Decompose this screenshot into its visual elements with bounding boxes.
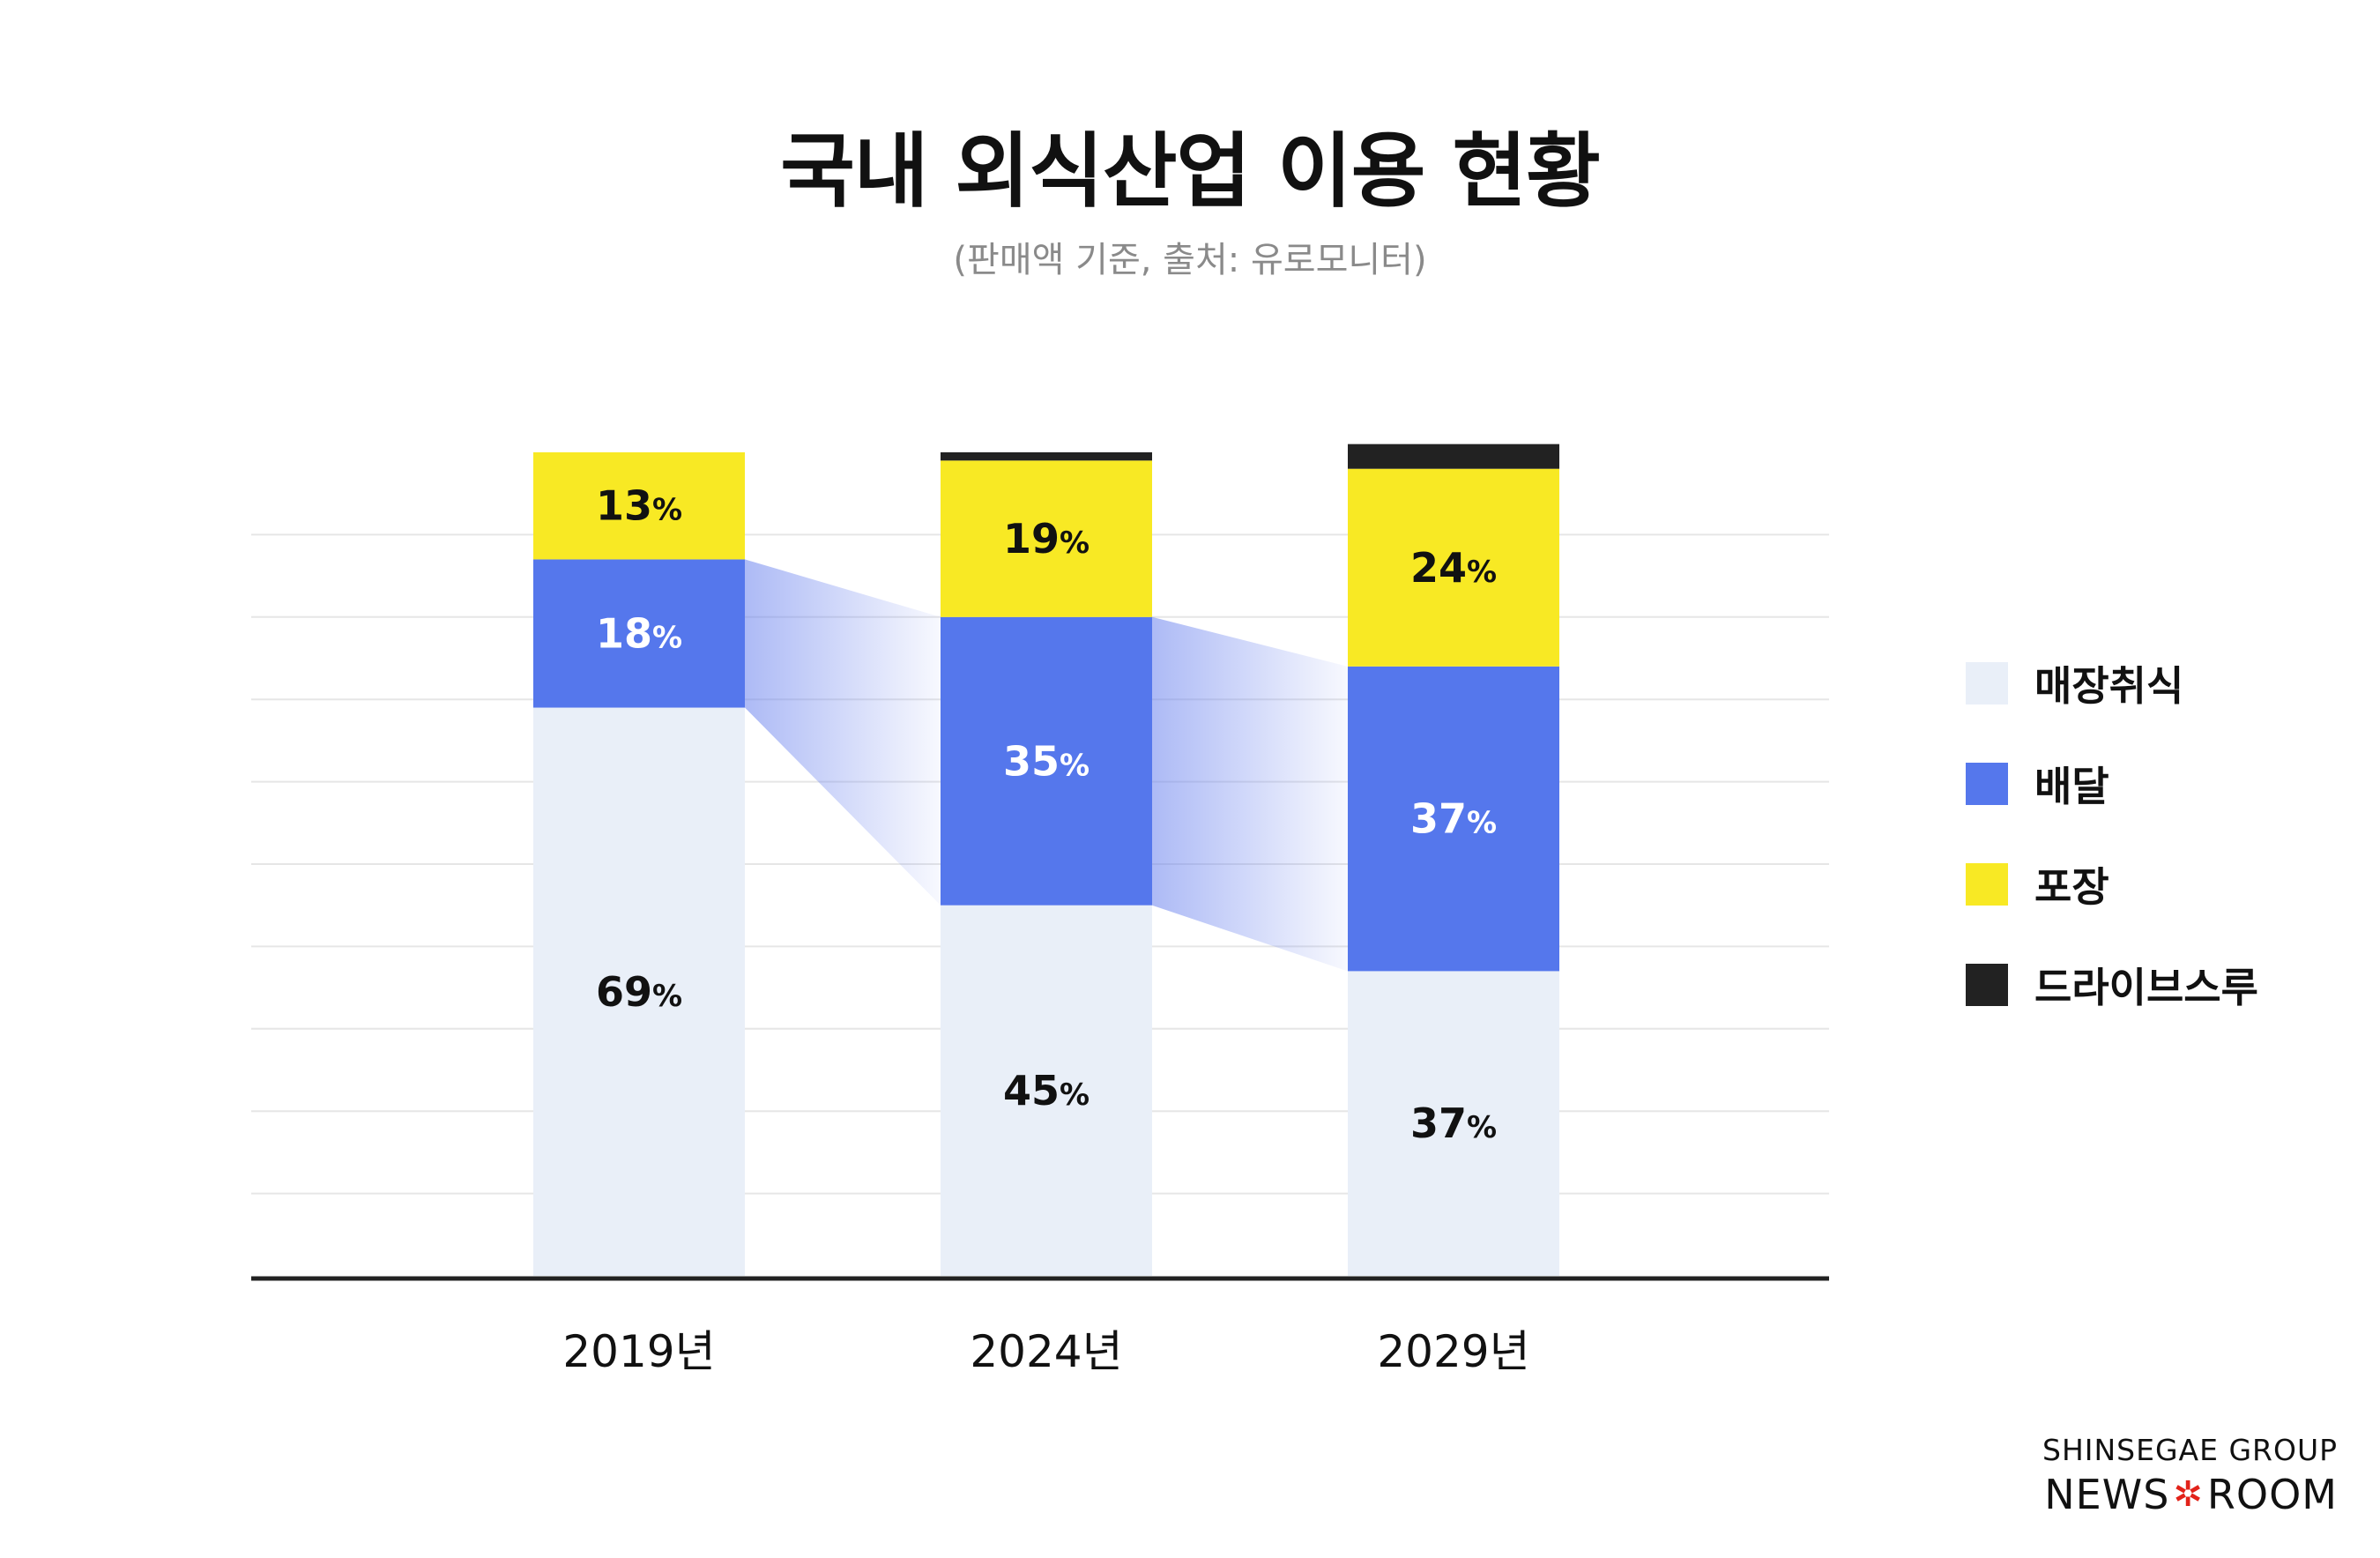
- legend-swatch-takeout: [1966, 863, 2008, 906]
- legend-label-takeout: 포장: [2034, 863, 2109, 911]
- x-tick-label: 2029년: [1377, 1326, 1529, 1377]
- bar-segment: [533, 452, 745, 560]
- legend: 매장취식 배달 포장 드라이브스루: [1966, 661, 2258, 1063]
- bar-segment: [1348, 971, 1559, 1276]
- bar-segment: [941, 460, 1152, 617]
- brand-logo: SHINSEGAE GROUP NEWS ✲ ROOM: [2042, 1433, 2338, 1518]
- legend-label-dine-in: 매장취식: [2034, 662, 2184, 710]
- x-tick-label: 2019년: [562, 1326, 715, 1377]
- brand-group-name: SHINSEGAE GROUP: [2042, 1433, 2338, 1467]
- legend-item-delivery: 배달: [1966, 762, 2258, 810]
- delivery-trend-band: [1152, 616, 1348, 972]
- chart-subtitle: (판매액 기준, 출처: 유로모니터): [953, 240, 1427, 280]
- legend-item-drive-thru: 드라이브스루: [1966, 963, 2258, 1011]
- value-label: 37%: [1410, 795, 1497, 843]
- x-tick-labels: 2019년 2024년 2029년: [562, 1326, 1529, 1377]
- delivery-trend-band: [745, 559, 941, 906]
- bar-segment: [941, 616, 1152, 906]
- bar-segment: [941, 452, 1152, 461]
- bar-segment: [1348, 468, 1559, 667]
- legend-label-drive-thru: 드라이브스루: [2034, 964, 2258, 1011]
- brand-newsroom: NEWS ✲ ROOM: [2042, 1471, 2338, 1518]
- delivery-trend-bands: [745, 559, 1348, 972]
- legend-swatch-dine-in: [1966, 662, 2008, 704]
- legend-swatch-drive-thru: [1966, 964, 2008, 1006]
- value-label: 19%: [1003, 515, 1090, 563]
- flower-icon: ✲: [2173, 1474, 2204, 1515]
- bar-segment: [941, 905, 1152, 1276]
- bar-segment: [533, 559, 745, 708]
- bar-segment: [533, 707, 745, 1276]
- bar-segment: [1348, 666, 1559, 972]
- value-label: 13%: [596, 482, 682, 530]
- brand-news-text: NEWS: [2044, 1471, 2170, 1518]
- legend-item-dine-in: 매장취식: [1966, 661, 2258, 710]
- legend-item-takeout: 포장: [1966, 862, 2258, 911]
- brand-room-text: ROOM: [2206, 1471, 2338, 1518]
- legend-swatch-delivery: [1966, 763, 2008, 805]
- legend-label-delivery: 배달: [2034, 763, 2109, 810]
- bars: [533, 444, 1559, 1276]
- bar-segment: [1348, 444, 1559, 469]
- chart-title: 국내 외식산업 이용 현황: [780, 124, 1601, 219]
- x-tick-label: 2024년: [970, 1326, 1122, 1377]
